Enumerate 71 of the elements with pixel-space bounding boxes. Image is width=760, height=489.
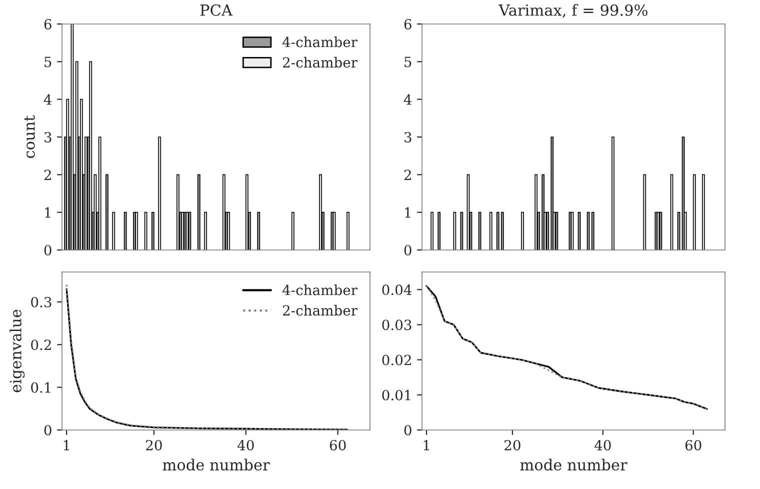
bar [612,136,614,250]
x-tick-label: 1 [64,440,70,450]
bar [643,174,646,250]
bar [500,212,504,250]
y-tick-label: 0 [44,244,52,256]
y-tick-label: 2 [44,170,51,180]
chart-title: PCA [200,4,233,16]
y-tick-label: 0.2 [31,340,51,350]
x-axis-title: mode number [162,458,270,471]
bar [245,174,248,250]
bar [291,212,294,250]
bar [453,212,456,250]
bar [534,174,538,250]
legend-label: 2-chamber [282,304,358,316]
bar [346,212,350,250]
y-tick-label: 5 [404,56,412,68]
bar [112,212,116,250]
y-tick-label: 0.1 [31,382,50,393]
bar [702,174,705,250]
y-tick-label: 3 [404,132,412,142]
legend-label: 2-chamber [282,56,358,68]
bar [151,212,154,250]
bar [521,212,524,250]
y-axis-title: count [24,115,35,158]
bar [550,136,554,250]
bar [692,174,696,250]
y-tick-label: 0 [404,244,412,256]
y-tick-label: 0.01 [382,390,410,400]
legend-label: 4-chamber [282,36,358,48]
y-tick-label: 6 [44,18,52,30]
bar [158,136,162,250]
y-tick-label: 4 [404,94,412,105]
chart-title: Varimax, f = 99.9% [498,4,648,18]
bar [257,212,260,250]
y-tick-label: 5 [44,56,52,68]
y-tick-label: 0.3 [31,296,52,308]
y-tick-label: 0 [44,424,52,436]
y-tick-label: 4 [44,94,52,105]
y-tick-label: 3 [44,132,52,142]
line-series [426,285,708,410]
x-tick-label: 20 [146,440,162,450]
bar [319,174,322,250]
bar [98,136,102,250]
y-tick-label: 2 [404,170,411,180]
x-tick-label: 40 [237,440,254,450]
bar [460,212,464,250]
bar [430,212,434,250]
bar [438,212,441,250]
x-tick-label: 40 [594,440,611,450]
bar [124,212,127,250]
bar [489,212,492,250]
y-tick-label: 0 [404,424,412,436]
y-tick-label: 6 [404,18,412,30]
x-tick-label: 60 [330,440,346,450]
y-tick-label: 1 [45,207,50,218]
x-axis-title: mode number [520,458,628,471]
y-axis-title: eigenvalue [10,310,25,392]
bar [204,212,207,250]
y-tick-label: 0.02 [382,354,411,366]
y-tick-label: 0.04 [382,284,412,296]
bar [197,174,200,250]
y-tick-label: 1 [405,207,410,218]
bar [66,98,70,250]
x-tick-label: 1 [424,440,429,450]
x-tick-label: 60 [685,440,702,450]
legend-label: 4-chamber [282,284,358,296]
bar [591,212,594,250]
y-tick-label: 0.03 [382,320,412,330]
x-tick-label: 20 [504,440,520,450]
bar [105,174,108,250]
bar [135,212,138,250]
